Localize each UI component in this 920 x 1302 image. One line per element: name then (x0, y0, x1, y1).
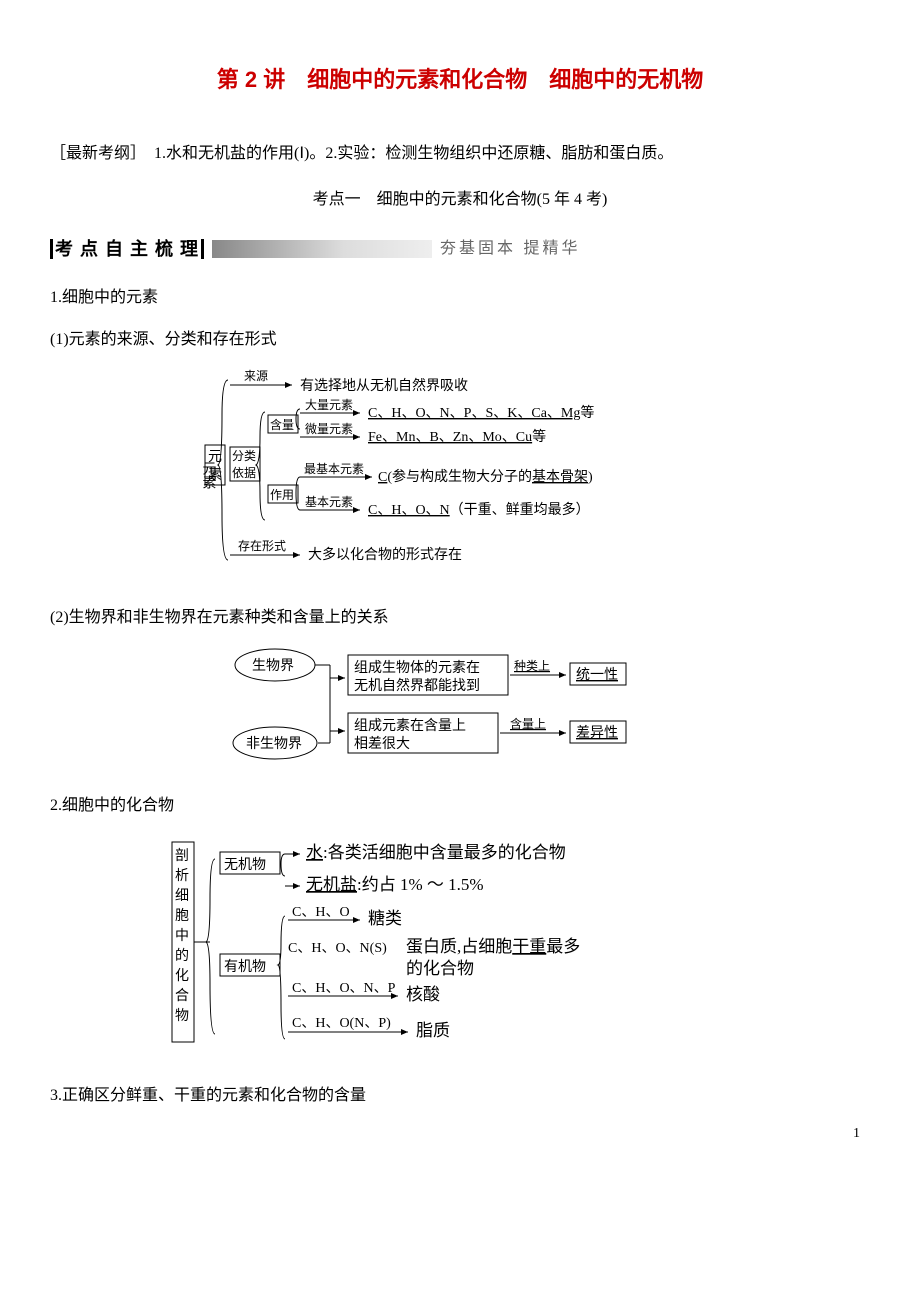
heading-3: 3.正确区分鲜重、干重的元素和化合物的含量 (50, 1082, 870, 1111)
svg-text:析: 析 (175, 868, 189, 884)
svg-text:蛋白质,占细胞干重最多: 蛋白质,占细胞干重最多 (406, 937, 580, 956)
svg-text:种类上: 种类上 (514, 659, 550, 673)
svg-text:差异性: 差异性 (576, 725, 618, 741)
dia1-weiliang-label: 微量元素 (305, 422, 353, 436)
dia1-weiliang-u: Fe、Mn、B、Zn、Mo、Cu (368, 430, 532, 445)
heading-1-1: (1)元素的来源、分类和存在形式 (50, 326, 870, 355)
section-bar-gradient (212, 240, 432, 258)
dia1-laiyuan-label: 来源 (244, 369, 268, 383)
section-bar: 考 点 自 主 梳 理 夯基固本 提精华 (50, 233, 870, 265)
svg-text:C、H、O、N、P、S、K、Ca、Mg等: C、H、O、N、P、S、K、Ca、Mg等 (368, 404, 594, 421)
svg-text:无机物: 无机物 (224, 857, 266, 873)
svg-text:无机盐:约占 1% ～ 1.5%: 无机盐:约占 1% ～ 1.5% (306, 875, 484, 894)
diagram-bioworld: 生物界 非生物界 组成生物体的元素在 无机自然界都能找到 组成元素在含量上 相差… (50, 643, 870, 774)
dia1-daliang-u: C、H、O、N、P、S、K、Ca、Mg (368, 406, 580, 421)
svg-text:元: 元 (208, 450, 222, 465)
svg-text:脂质: 脂质 (416, 1021, 450, 1040)
svg-text:C、H、O、N(S): C、H、O、N(S) (288, 941, 387, 956)
dia1-jiben-label: 基本元素 (305, 495, 353, 509)
svg-text:Fe、Mn、B、Zn、Mo、Cu等: Fe、Mn、B、Zn、Mo、Cu等 (368, 428, 546, 445)
svg-text:C、H、O、N、P: C、H、O、N、P (292, 981, 396, 996)
dia1-zuoyong: 作用 (270, 488, 294, 502)
svg-text:的化合物: 的化合物 (406, 959, 474, 978)
dia1-cunzai-label: 存在形式 (238, 539, 286, 553)
dia1-zuijiben-label: 最基本元素 (304, 462, 364, 476)
svg-text:含量上: 含量上 (510, 716, 546, 731)
svg-text:水:各类活细胞中含量最多的化合物: 水:各类活细胞中含量最多的化合物 (306, 843, 566, 862)
section-bar-right: 夯基固本 提精华 (440, 235, 580, 264)
svg-text:组成生物体的元素在: 组成生物体的元素在 (354, 660, 480, 676)
heading-2: 2.细胞中的化合物 (50, 792, 870, 821)
topic-title: 考点一 细胞中的元素和化合物(5 年 4 考) (50, 186, 870, 215)
dia2-bio: 生物界 (252, 658, 294, 674)
heading-1: 1.细胞中的元素 (50, 284, 870, 313)
svg-text:合: 合 (175, 988, 189, 1004)
svg-text:的: 的 (175, 948, 189, 964)
page-title: 第 2 讲 细胞中的元素和化合物 细胞中的无机物 (50, 60, 870, 100)
svg-text:化: 化 (175, 968, 189, 984)
dia2-nonbio: 非生物界 (246, 736, 302, 752)
svg-text:C、H、O、N（干重、鲜重均最多）: C、H、O、N（干重、鲜重均最多） (368, 501, 590, 518)
dia1-hanliang: 含量 (270, 417, 294, 432)
svg-text:无机自然界都能找到: 无机自然界都能找到 (354, 677, 480, 694)
svg-text:C、H、O(N、P): C、H、O(N、P) (292, 1016, 391, 1031)
svg-text:糖类: 糖类 (368, 909, 402, 928)
exam-outline: ［最新考纲］ 1.水和无机盐的作用(Ⅰ)。2.实验：检测生物组织中还原糖、脂肪和… (50, 140, 870, 169)
svg-text:分类: 分类 (232, 449, 256, 463)
svg-text:胞: 胞 (175, 908, 189, 924)
svg-text:物: 物 (175, 1008, 189, 1024)
dia1-cunzai-text: 大多以化合物的形式存在 (308, 546, 462, 563)
heading-1-2: (2)生物界和非生物界在元素种类和含量上的关系 (50, 604, 870, 633)
svg-text:组成元素在含量上: 组成元素在含量上 (354, 718, 466, 734)
section-bar-left: 考 点 自 主 梳 理 (50, 233, 204, 265)
svg-text:中: 中 (175, 928, 189, 944)
diagram-compounds: 剖析细胞中的化合物 无机物 水:各类活细胞中含量最多的化合物 无机盐:约占 1%… (50, 834, 870, 1054)
svg-text:相差很大: 相差很大 (354, 736, 410, 752)
svg-text:C(参与构成生物大分子的基本骨架): C(参与构成生物大分子的基本骨架) (378, 468, 593, 485)
svg-text:依据: 依据 (232, 465, 256, 480)
diagram-elements: 元素 元 素 来源 有选择地从无机自然界吸收 分类 依据 含量 大量元素 C、H… (50, 365, 870, 586)
svg-text:细: 细 (175, 888, 189, 904)
page-number: 1 (853, 1121, 860, 1146)
svg-text:C、H、O: C、H、O (292, 905, 350, 920)
svg-text:统一性: 统一性 (576, 667, 618, 683)
svg-text:核酸: 核酸 (406, 985, 440, 1004)
dia1-daliang-label: 大量元素 (305, 398, 353, 412)
dia1-laiyuan-text: 有选择地从无机自然界吸收 (300, 377, 468, 394)
svg-text:有机物: 有机物 (224, 959, 266, 975)
svg-text:剖: 剖 (175, 848, 189, 864)
